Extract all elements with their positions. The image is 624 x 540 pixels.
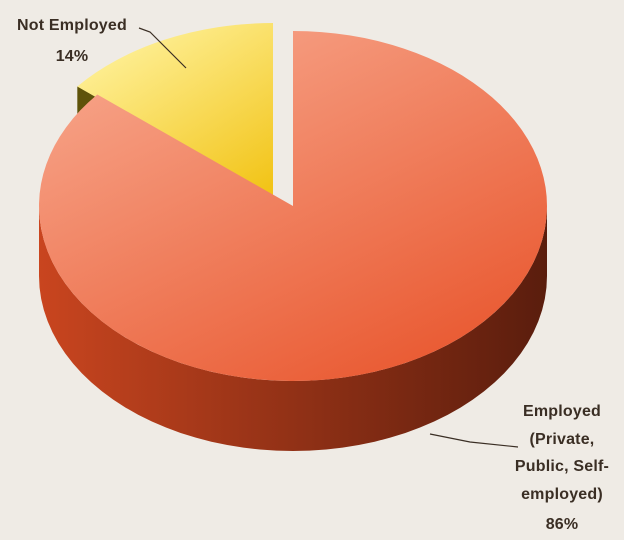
- label-employed-line-1: Employed: [523, 403, 601, 420]
- label-not-employed-pct: 14%: [56, 48, 89, 65]
- leader-line-employed: [430, 434, 518, 447]
- label-not-employed: Not Employed 14%: [17, 17, 127, 65]
- label-employed-line-4: employed): [521, 486, 603, 503]
- slices-layer: [39, 23, 547, 451]
- label-employed-pct: 86%: [546, 516, 579, 533]
- label-employed-line-2: (Private,: [530, 431, 595, 448]
- label-employed-line-3: Public, Self-: [515, 458, 609, 475]
- label-employed: Employed (Private, Public, Self- employe…: [515, 403, 609, 533]
- label-not-employed-line-1: Not Employed: [17, 17, 127, 34]
